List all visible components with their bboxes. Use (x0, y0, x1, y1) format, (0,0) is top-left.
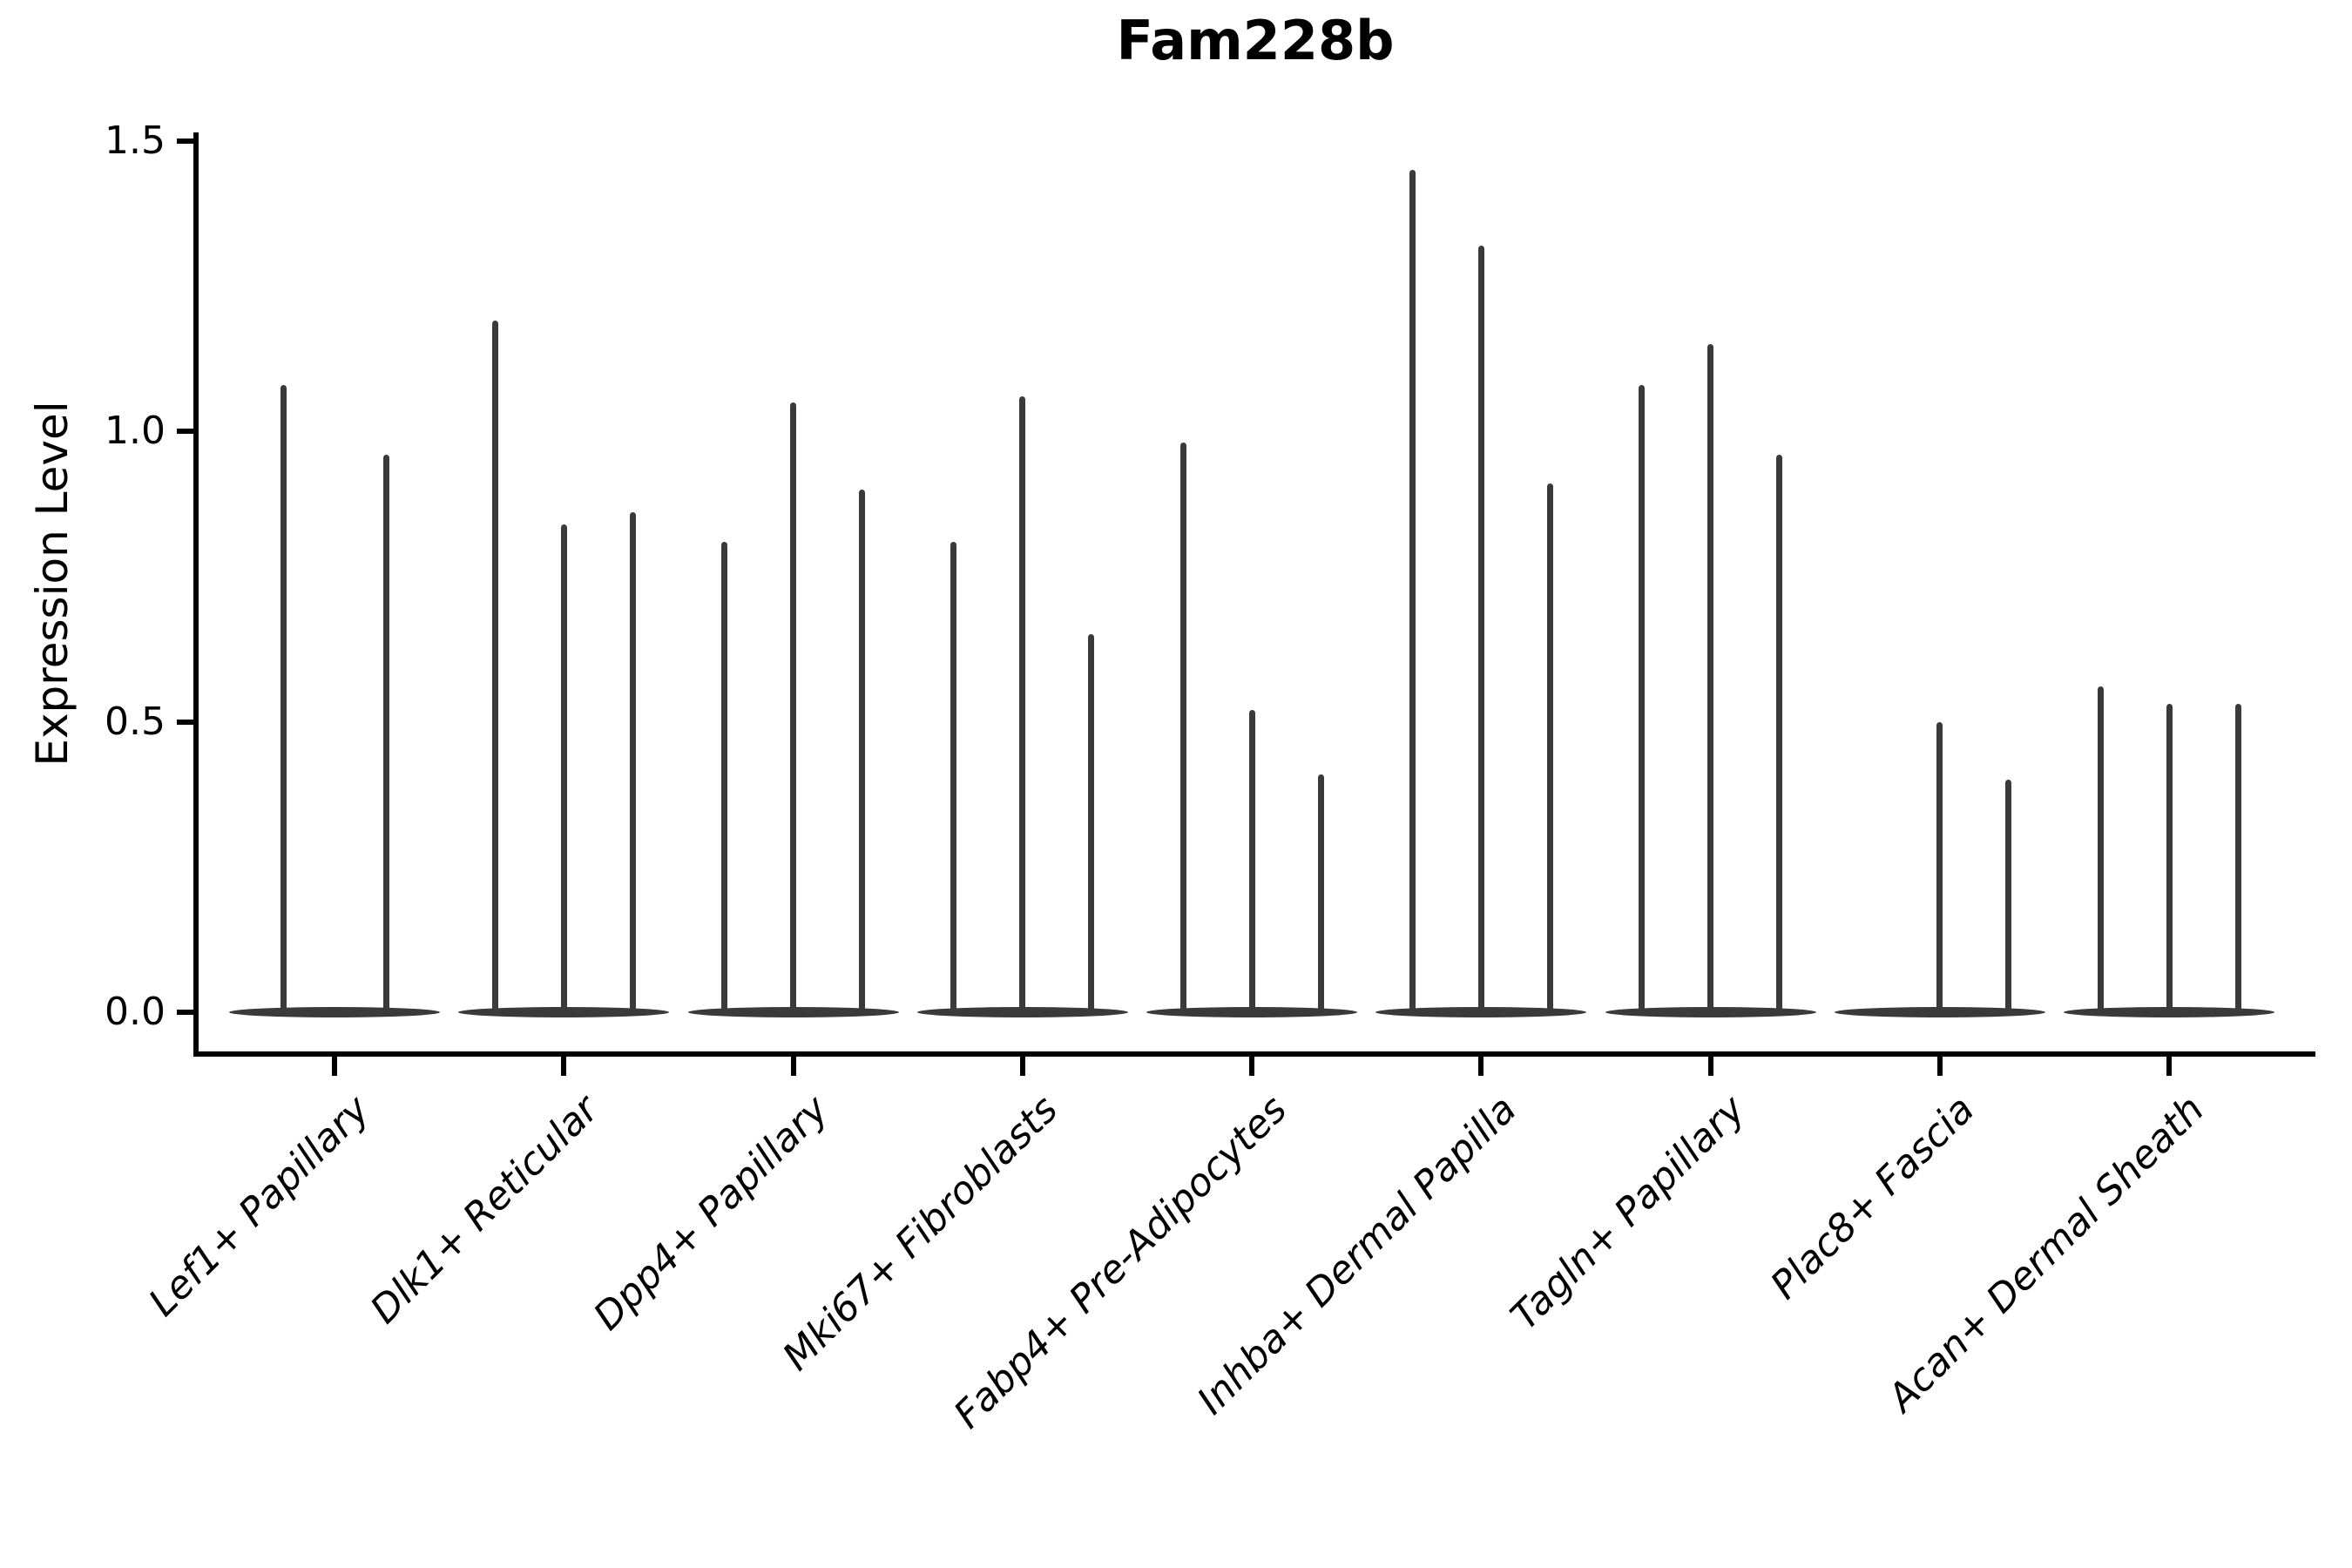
violin-spike (1707, 343, 1713, 1016)
x-tick-label: Dpp4+ Papillary (585, 1087, 837, 1340)
x-tick-mark (1707, 1057, 1713, 1076)
x-tick-mark (1019, 1057, 1025, 1076)
violin-spike (382, 454, 389, 1016)
violin-spike (790, 402, 796, 1016)
violin-spike (1409, 169, 1416, 1016)
violin-spike (1019, 395, 1026, 1016)
violin-spike (1248, 710, 1255, 1016)
violin-spike (859, 489, 865, 1016)
y-tick-mark (177, 1010, 196, 1015)
violin-spike (721, 541, 727, 1016)
violin-spike (280, 384, 287, 1016)
page-title: Fam228b (1116, 9, 1395, 72)
violin-spike (1776, 454, 1782, 1016)
x-tick-mark (1478, 1057, 1484, 1076)
violin-spike (1317, 774, 1324, 1016)
y-tick-label: 1.0 (105, 409, 166, 453)
y-tick-label: 0.5 (105, 699, 166, 744)
y-tick-mark (177, 429, 196, 434)
x-tick-label: Plac8+ Fascia (1762, 1087, 1984, 1308)
violin-spike (1088, 634, 1095, 1016)
x-tick-label: Tagln+ Papillary (1502, 1087, 1754, 1339)
x-tick-label: Dlk1+ Reticular (362, 1087, 608, 1333)
violin-spike (2166, 704, 2173, 1016)
violin-spike (2005, 780, 2012, 1016)
y-tick-label: 0.0 (105, 990, 166, 1034)
x-tick-mark (2166, 1057, 2172, 1076)
x-tick-mark (1936, 1057, 1943, 1076)
violin-spike (1477, 245, 1484, 1016)
violin-spike (950, 541, 957, 1016)
x-tick-label: Lef1+ Papillary (140, 1087, 379, 1326)
y-axis-spine (193, 132, 199, 1057)
x-tick-mark (790, 1057, 796, 1076)
violin-spike (2097, 686, 2104, 1016)
violin-spike (629, 512, 636, 1016)
y-tick-mark (177, 138, 196, 144)
violin-spike (491, 321, 498, 1016)
violin-spike (1179, 443, 1186, 1016)
violin-spike (560, 524, 567, 1016)
y-tick-mark (177, 719, 196, 725)
x-tick-mark (561, 1057, 567, 1076)
x-tick-mark (1249, 1057, 1254, 1076)
violin-spike (2234, 704, 2241, 1016)
violin-spike (1546, 483, 1553, 1016)
violin-spike (1639, 384, 1645, 1016)
violin-spike (1936, 721, 1943, 1016)
violin-zero-disc (229, 1007, 440, 1017)
x-tick-mark (332, 1057, 337, 1076)
x-axis-spine (193, 1051, 2315, 1057)
y-tick-label: 1.5 (105, 118, 166, 163)
